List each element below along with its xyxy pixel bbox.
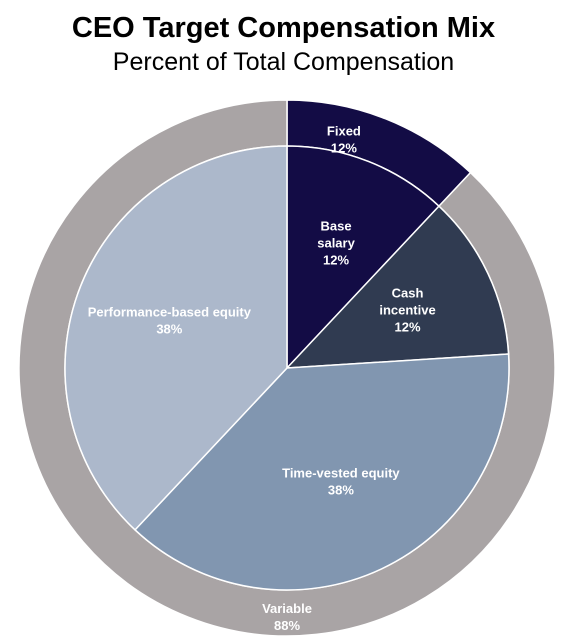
- slice-time-vested-equity-value-label: 38%: [328, 482, 354, 497]
- chart-subtitle: Percent of Total Compensation: [112, 48, 455, 76]
- ring-fixed-value-label: 12%: [331, 141, 357, 156]
- ring-variable-label: Variable: [262, 601, 312, 616]
- inner-pie: [64, 145, 510, 591]
- slice-performance-based-equity-label: Performance-based equity: [88, 304, 252, 319]
- pie-slice-base-salary: [286, 145, 441, 370]
- slice-performance-based-equity-value-label: 38%: [156, 321, 182, 336]
- pie-slice-cash-incentive: [285, 205, 510, 369]
- slice-base-salary-label: Base: [320, 219, 351, 234]
- slice-cash-incentive-label: incentive: [379, 303, 435, 318]
- ring-variable-value-label: 88%: [274, 618, 300, 633]
- pie-slice-performance-based-equity: [64, 145, 288, 531]
- slice-cash-incentive-label: Cash: [392, 286, 424, 301]
- slice-time-vested-equity-label: Time-vested equity: [282, 465, 400, 480]
- slice-base-salary-value-label: 12%: [323, 253, 349, 268]
- slice-base-salary-label: salary: [317, 236, 355, 251]
- ring-fixed-label: Fixed: [327, 124, 361, 139]
- chart-title: CEO Target Compensation Mix: [71, 12, 496, 44]
- pie-slice-time-vested-equity: [133, 353, 510, 591]
- slice-cash-incentive-value-label: 12%: [395, 320, 421, 335]
- slice-labels: Base salary 12% Cash incentive 12% Time-vested…: [88, 124, 436, 633]
